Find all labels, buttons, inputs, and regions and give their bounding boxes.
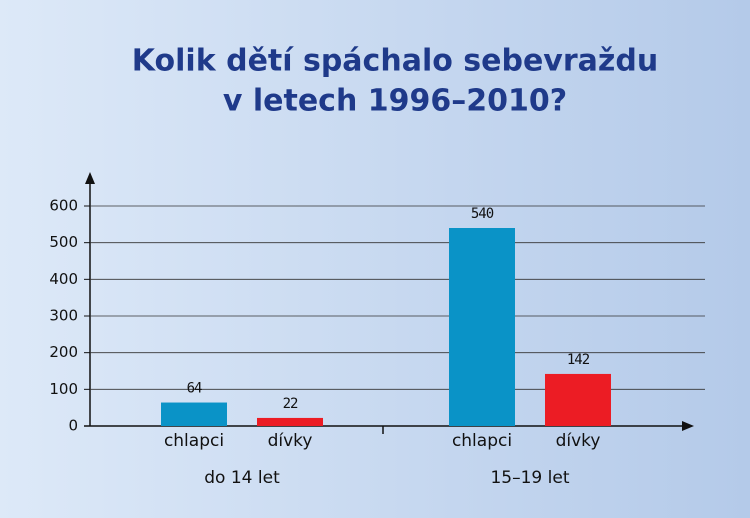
y-tick-label: 300: [49, 307, 78, 325]
y-tick-label: 600: [49, 197, 78, 215]
y-tick-label: 200: [49, 343, 78, 361]
data-label: 540: [471, 206, 494, 222]
data-label: 64: [187, 381, 202, 397]
bar: [161, 402, 227, 426]
bar: [257, 417, 323, 426]
chart-title: Kolik dětí spáchalo sebevraždu: [132, 44, 658, 79]
x-axis-arrow: [682, 421, 694, 431]
y-tick-label: 500: [49, 233, 78, 251]
data-label: 22: [283, 396, 298, 412]
x-tick-label: dívky: [556, 431, 601, 451]
group-label: do 14 let: [204, 468, 280, 488]
x-tick-label: dívky: [268, 431, 313, 451]
x-tick-label: chlapci: [164, 431, 224, 451]
y-axis-arrow: [85, 172, 95, 184]
bar: [545, 373, 611, 426]
y-tick-label: 0: [68, 417, 78, 435]
bar: [449, 228, 515, 426]
group-label: 15–19 let: [490, 468, 569, 488]
y-tick-label: 400: [49, 270, 78, 288]
x-tick-label: chlapci: [452, 431, 512, 451]
chart-title: v letech 1996–2010?: [223, 84, 567, 119]
y-tick-label: 100: [49, 380, 78, 398]
data-label: 142: [567, 352, 590, 368]
